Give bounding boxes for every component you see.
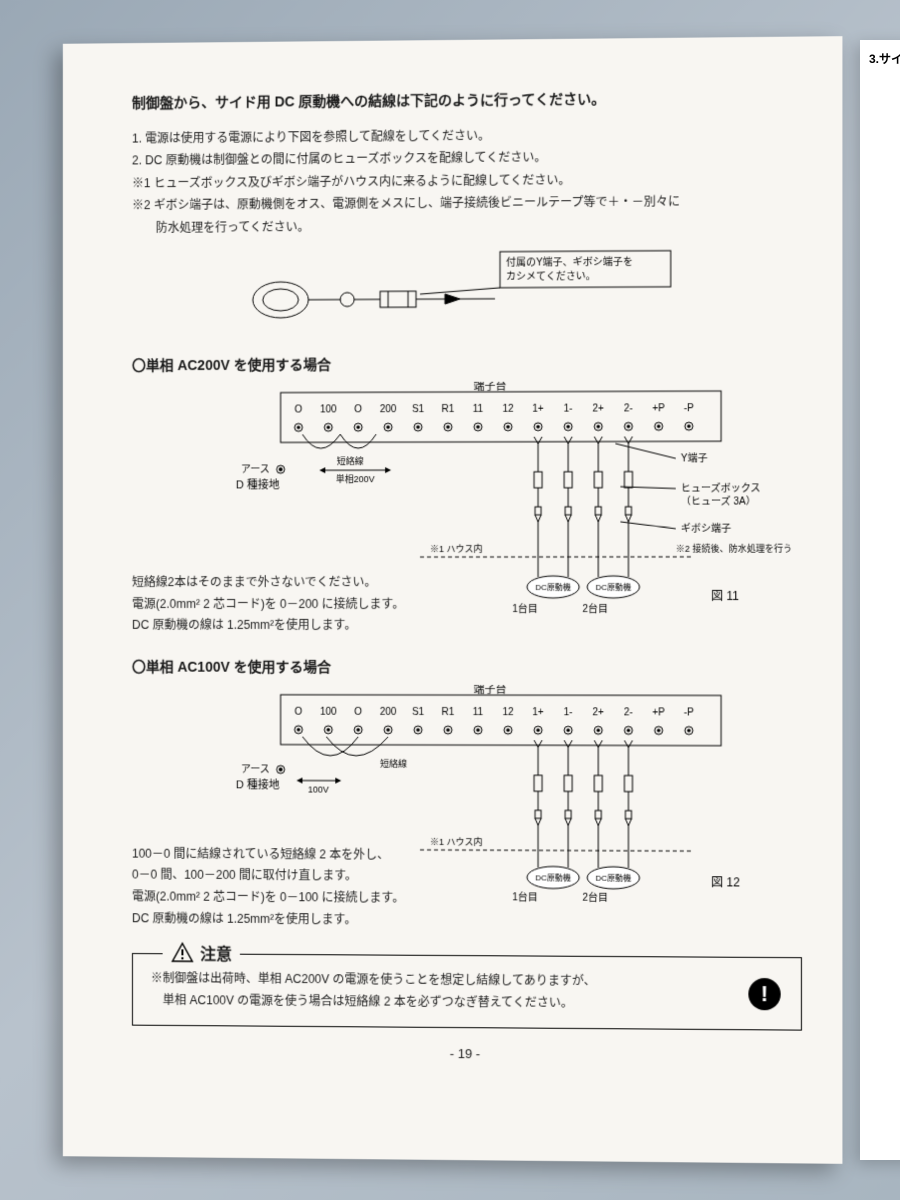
svg-text:+P: +P [652,403,665,414]
next-page-peek: 3.サイド [869,50,900,67]
fuse-mini-diagram: 付属のY端子、ギボシ端子を カシメてください。 [132,242,792,336]
note100-4: DC 原動機の線は 1.25mm²を使用します。 [132,908,450,931]
svg-text:O: O [354,404,362,415]
svg-text:2台目: 2台目 [582,890,608,903]
svg-text:-P: -P [684,707,694,718]
notes-200v: 短絡線2本はそのままで外さないでください。 電源(2.0mm² 2 芯コード)を… [132,572,430,637]
caution-line-2: 単相 AC100V の電源を使う場合は短絡線 2 本を必ずつなぎ替えてください。 [151,990,783,1016]
svg-text:11: 11 [473,707,484,718]
step-note-2: ※2 ギボシ端子は、原動機側をオス、電源側をメスにし、端子接続後ビニールテープ等… [132,191,802,216]
svg-text:アース: アース [241,764,270,775]
step-note-2b: 防水処理を行ってください。 [132,213,802,238]
intro-text: 制御盤から、サイド用 DC 原動機への結線は下記のように行ってください。 [132,87,802,113]
svg-text:単相200V: 単相200V [336,473,375,484]
exclamation-icon: ! [748,978,780,1010]
svg-text:200: 200 [380,707,397,718]
svg-text:図 11: 図 11 [711,589,739,603]
instruction-steps: 1. 電源は使用する電源により下図を参照して配線をしてください。 2. DC 原… [132,123,802,238]
svg-text:1-: 1- [564,707,573,718]
svg-text:2-: 2- [624,707,633,718]
svg-text:200: 200 [380,404,397,415]
caution-box: 注意 ※制御盤は出荷時、単相 AC200V の電源を使うことを想定し結線してあり… [132,953,802,1031]
svg-text:O: O [295,706,303,717]
svg-text:-P: -P [684,403,694,414]
note100-1: 100－0 間に結線されている短絡線 2 本を外し、 [132,843,450,866]
svg-text:ヒューズボックス: ヒューズボックス [681,481,761,494]
note200-1: 短絡線2本はそのままで外さないでください。 [132,572,430,594]
svg-text:+P: +P [652,707,665,718]
svg-text:DC原動機: DC原動機 [596,872,632,882]
caution-header: 注意 [163,940,240,964]
step-2: 2. DC 原動機は制御盤との間に付属のヒューズボックスを配線してください。 [132,146,802,172]
svg-text:カシメてください。: カシメてください。 [506,270,596,283]
section-ac200v-title: 〇単相 AC200V を使用する場合 [132,352,802,375]
warning-triangle-icon [171,941,195,963]
svg-text:1台目: 1台目 [512,890,538,903]
manual-page: 制御盤から、サイド用 DC 原動機への結線は下記のように行ってください。 1. … [63,36,843,1164]
svg-text:2台目: 2台目 [582,602,608,615]
svg-text:Y端子: Y端子 [681,451,708,464]
svg-text:R1: R1 [442,707,455,718]
svg-text:2+: 2+ [593,707,605,718]
notes-100v: 100－0 間に結線されている短絡線 2 本を外し、 0－0 間、100－200… [132,843,450,931]
svg-text:O: O [354,707,362,718]
note100-3: 電源(2.0mm² 2 芯コード)を 0－100 に接続します。 [132,886,450,909]
note200-3: DC 原動機の線は 1.25mm²を使用します。 [132,615,430,637]
svg-text:DC原動機: DC原動機 [535,582,571,592]
svg-text:ギボシ端子: ギボシ端子 [681,522,731,535]
svg-text:DC原動機: DC原動機 [535,872,571,882]
svg-text:O: O [295,404,303,415]
svg-text:DC原動機: DC原動機 [596,582,632,592]
svg-text:アース: アース [241,464,270,475]
step-1: 1. 電源は使用する電源により下図を参照して配線をしてください。 [132,123,802,149]
page-number: - 19 - [132,1044,802,1064]
svg-text:図 12: 図 12 [711,875,740,889]
svg-text:12: 12 [502,404,514,415]
svg-text:短絡線: 短絡線 [380,758,407,769]
svg-text:1+: 1+ [532,404,544,415]
svg-text:端子台: 端子台 [474,684,507,696]
svg-text:100V: 100V [308,784,329,794]
svg-text:R1: R1 [442,404,455,415]
svg-text:※1 ハウス内: ※1 ハウス内 [430,836,482,847]
note200-2: 電源(2.0mm² 2 芯コード)を 0－200 に接続します。 [132,594,430,616]
caution-title: 注意 [200,941,232,965]
svg-text:2-: 2- [624,403,633,414]
svg-text:1台目: 1台目 [512,602,538,615]
svg-text:（ヒューズ 3A）: （ヒューズ 3A） [681,494,756,507]
svg-text:100: 100 [320,404,337,415]
svg-text:1+: 1+ [532,707,544,718]
svg-text:2+: 2+ [593,403,605,414]
svg-text:S1: S1 [412,707,425,718]
svg-text:D 種接地: D 種接地 [236,477,280,491]
svg-text:S1: S1 [412,404,425,415]
svg-text:※2 接続後、防水処理を行う: ※2 接続後、防水処理を行う [676,543,792,554]
svg-text:付属のY端子、ギボシ端子を: 付属のY端子、ギボシ端子を [506,255,633,269]
svg-text:12: 12 [502,707,514,718]
section-ac100v-title: 〇単相 AC100V を使用する場合 [132,656,802,677]
svg-text:100: 100 [320,706,337,717]
svg-text:1-: 1- [564,404,573,415]
svg-text:11: 11 [473,404,484,415]
step-note-1: ※1 ヒューズボックス及びギボシ端子がハウス内に来るように配線してください。 [132,168,802,193]
svg-text:端子台: 端子台 [474,381,507,393]
note100-2: 0－0 間、100－200 間に取付け直します。 [132,865,450,888]
svg-text:D 種接地: D 種接地 [236,777,280,791]
svg-text:短絡線: 短絡線 [337,455,364,466]
svg-text:※1 ハウス内: ※1 ハウス内 [430,543,482,554]
